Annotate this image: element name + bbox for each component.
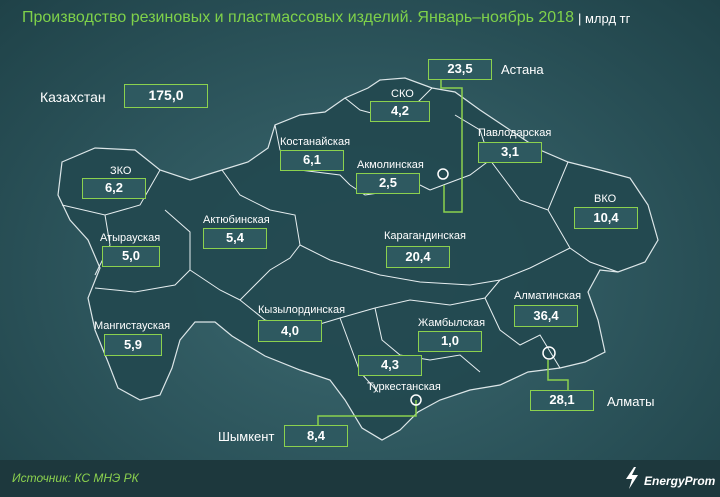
- city-label-almaty: Алматы: [607, 394, 655, 409]
- connector-lines: [317, 80, 569, 430]
- region-label-sko: СКО: [391, 88, 414, 100]
- source-note: Источник: КС МНЭ РК: [12, 471, 139, 485]
- region-value-turkestan: 4,3: [358, 355, 422, 376]
- region-label-almaty-region: Алматинская: [514, 290, 582, 302]
- region-value-karaganda: 20,4: [386, 246, 450, 268]
- region-label-kyzylorda: Кызылординская: [258, 304, 346, 316]
- total-label: Казахстан: [40, 89, 106, 105]
- region-label-mangistau: Мангистауская: [94, 320, 171, 332]
- region-value-aktobe: 5,4: [203, 228, 267, 249]
- city-value-astana: 23,5: [428, 59, 492, 80]
- region-label-zko: ЗКО: [110, 165, 132, 177]
- region-label-aktobe: Актюбинская: [203, 214, 270, 226]
- city-label-astana: Астана: [501, 62, 544, 77]
- region-value-akmola: 2,5: [356, 173, 420, 194]
- unit-label: | млрд тг: [578, 11, 631, 26]
- region-value-atyrau: 5,0: [102, 246, 160, 267]
- region-value-vko: 10,4: [574, 207, 638, 229]
- city-label-shymkent: Шымкент: [218, 429, 275, 444]
- region-value-kyzylorda: 4,0: [258, 320, 322, 342]
- region-label-zhambyl: Жамбылская: [418, 317, 486, 329]
- region-value-mangistau: 5,9: [104, 334, 162, 356]
- region-label-kostanay: Костанайская: [280, 136, 351, 148]
- region-value-pavlodar: 3,1: [478, 142, 542, 163]
- country-outline: [57, 77, 659, 441]
- region-label-akmola: Акмолинская: [357, 159, 424, 171]
- almaty-marker: [542, 346, 556, 360]
- city-value-almaty: 28,1: [530, 390, 594, 411]
- shymkent-marker: [410, 394, 422, 406]
- region-value-sko: 4,2: [370, 101, 430, 122]
- lightning-icon: [626, 467, 638, 489]
- astana-marker: [437, 168, 449, 180]
- page-title: Производство резиновых и пластмассовых и…: [22, 9, 574, 26]
- region-label-vko: ВКО: [594, 193, 617, 205]
- region-label-atyrau: Атырауская: [100, 232, 161, 244]
- region-label-turkestan: Туркестанская: [367, 381, 441, 393]
- total-value: 175,0: [124, 84, 208, 108]
- footer-bar: [0, 460, 720, 497]
- city-value-shymkent: 8,4: [284, 425, 348, 447]
- region-value-almaty-region: 36,4: [514, 305, 578, 327]
- region-value-zhambyl: 1,0: [418, 331, 482, 352]
- region-value-zko: 6,2: [82, 178, 146, 199]
- brand-logo: EnergyProm: [644, 474, 716, 488]
- region-label-pavlodar: Павлодарская: [478, 127, 552, 139]
- region-label-karaganda: Карагандинская: [384, 230, 466, 242]
- region-value-kostanay: 6,1: [280, 150, 344, 171]
